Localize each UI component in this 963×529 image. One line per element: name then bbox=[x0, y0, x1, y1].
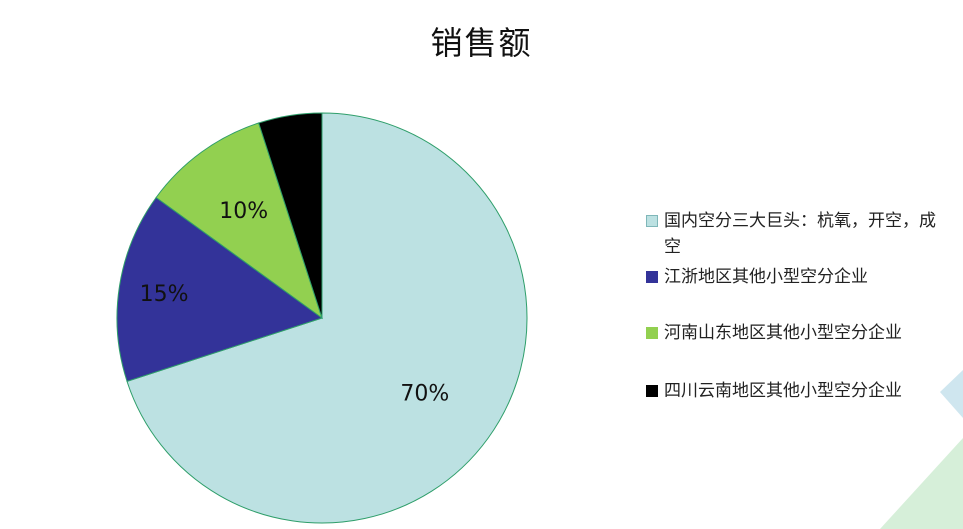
decorative-shape bbox=[880, 370, 963, 529]
legend-swatch bbox=[646, 271, 658, 283]
pie-slice bbox=[126, 112, 528, 524]
legend-item: 江浙地区其他小型空分企业 bbox=[646, 264, 868, 290]
legend: 国内空分三大巨头：杭氧，开空，成空 江浙地区其他小型空分企业 河南山东地区其他小… bbox=[646, 208, 946, 401]
legend-item: 四川云南地区其他小型空分企业 bbox=[646, 378, 902, 404]
legend-swatch bbox=[646, 385, 658, 397]
data-label: 70% bbox=[400, 382, 449, 407]
data-label: 10% bbox=[219, 199, 268, 224]
pie-slice bbox=[155, 122, 323, 320]
legend-label: 江浙地区其他小型空分企业 bbox=[664, 267, 868, 287]
legend-label: 四川云南地区其他小型空分企业 bbox=[664, 381, 902, 401]
data-label: 15% bbox=[140, 282, 189, 307]
chart-title: 销售额 bbox=[430, 24, 533, 62]
legend-label: 国内空分三大巨头：杭氧，开空，成空 bbox=[664, 211, 936, 257]
legend-swatch bbox=[646, 327, 658, 339]
legend-item: 河南山东地区其他小型空分企业 bbox=[646, 320, 902, 346]
pie-slice bbox=[258, 112, 323, 319]
legend-item: 国内空分三大巨头：杭氧，开空，成空 bbox=[646, 208, 946, 260]
pie-slice bbox=[116, 196, 324, 382]
legend-swatch bbox=[646, 215, 658, 227]
legend-label: 河南山东地区其他小型空分企业 bbox=[664, 323, 902, 343]
